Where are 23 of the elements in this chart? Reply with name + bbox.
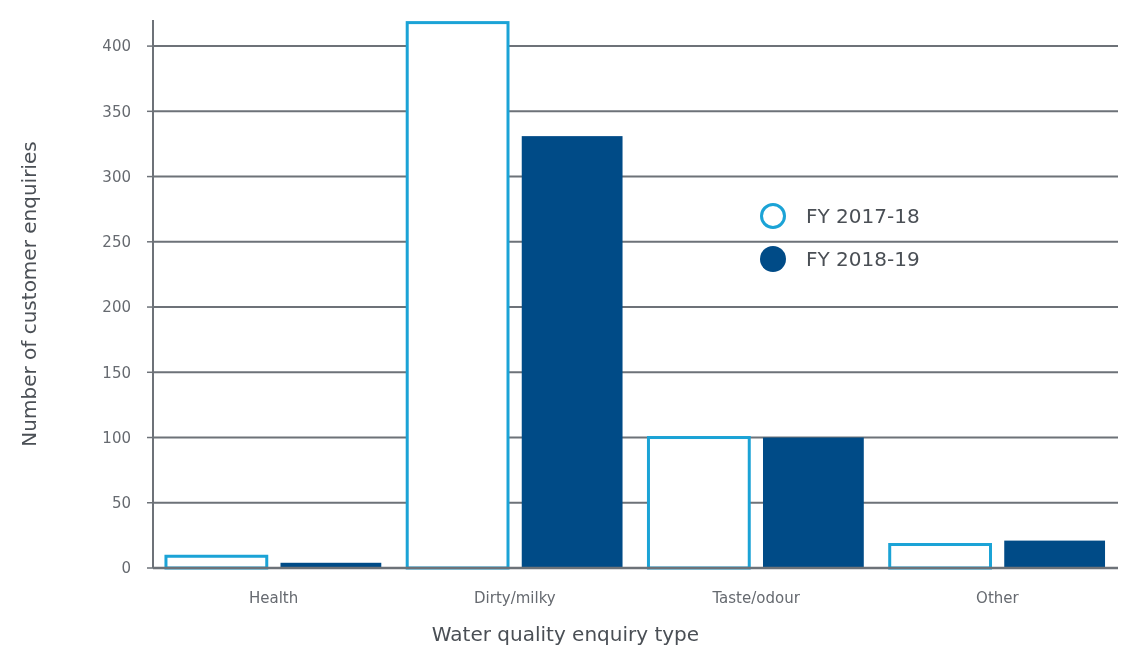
y-tick-label: 100: [102, 428, 131, 447]
y-tick-label: 250: [102, 233, 131, 252]
bar: [521, 136, 623, 568]
y-tick-label: 200: [102, 298, 131, 317]
y-tick-label: 350: [102, 102, 131, 121]
bar: [763, 437, 864, 568]
x-tick-label: Other: [976, 589, 1020, 607]
legend-label: FY 2017-18: [806, 204, 920, 228]
bar: [888, 543, 992, 570]
bar: [405, 21, 510, 570]
y-tick-label: 50: [111, 494, 131, 513]
y-tick-label: 0: [121, 559, 131, 578]
legend-label: FY 2018-19: [806, 247, 920, 271]
x-tick-label: Dirty/milky: [474, 589, 556, 607]
y-axis-title: Number of customer enquiries: [17, 141, 41, 447]
y-tick-label: 300: [102, 167, 131, 186]
x-tick-label: Taste/odour: [711, 589, 801, 607]
y-tick-label: 150: [102, 363, 131, 382]
x-tick-label: Health: [248, 589, 299, 607]
bar: [1004, 540, 1106, 568]
y-tick-label: 400: [102, 37, 131, 56]
bar: [646, 436, 751, 570]
x-axis-title: Water quality enquiry type: [431, 622, 700, 645]
